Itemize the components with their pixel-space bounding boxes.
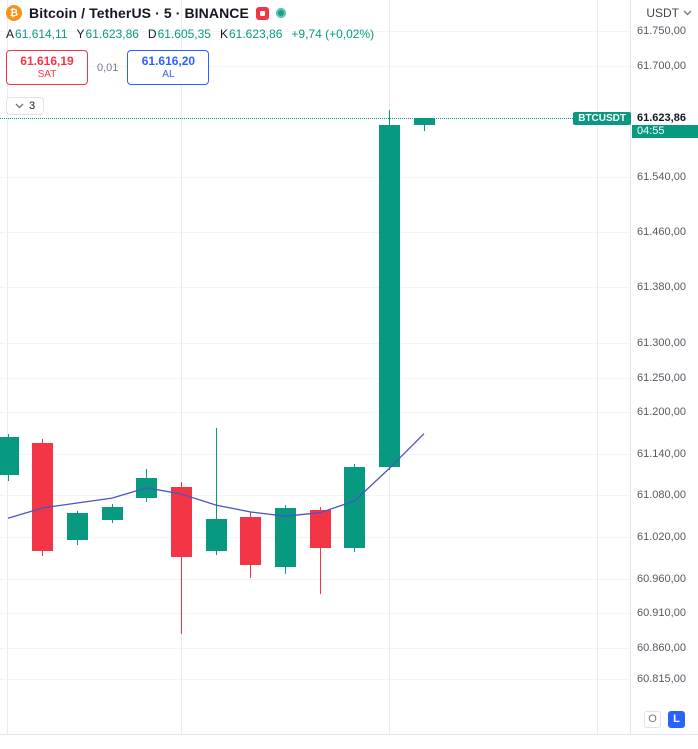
market-status-icon[interactable] <box>275 8 286 18</box>
horizontal-gridline <box>0 495 630 497</box>
horizontal-gridline <box>0 578 630 580</box>
close-value: K 61.623,86 <box>219 27 283 41</box>
candle-body <box>274 507 296 567</box>
change-value: +9,74 (+0,02%) <box>291 27 375 41</box>
spread-value: 0,01 <box>97 61 119 74</box>
open-value: A 61.614,11 <box>6 27 68 41</box>
candle-wick <box>215 428 217 555</box>
horizontal-gridline <box>0 65 630 67</box>
price-axis-label: 61.540,00 <box>637 170 686 183</box>
symbol-row: ₿ Bitcoin / TetherUS · 5 · BINANCE <box>6 5 374 21</box>
price-axis-label: 60.960,00 <box>637 572 686 585</box>
candle-body <box>101 507 123 521</box>
price-axis-label: 60.815,00 <box>637 673 686 685</box>
price-axis-label: 60.910,00 <box>637 607 686 620</box>
price-axis-label: 61.750,00 <box>637 25 686 37</box>
bitcoin-icon: ₿ <box>6 5 22 21</box>
buy-price: 61.616,20 <box>141 54 196 68</box>
low-value: D 61.605,35 <box>147 27 211 41</box>
horizontal-gridline <box>0 342 630 344</box>
currency-selector[interactable]: USDT <box>646 6 692 20</box>
buy-button[interactable]: 61.616,20 AL <box>127 50 210 85</box>
price-axis-label: 61.700,00 <box>637 59 686 72</box>
price-axis-label: 61.460,00 <box>637 226 686 238</box>
sell-label: SAT <box>37 69 57 80</box>
horizontal-gridline <box>0 453 630 455</box>
chart-canvas[interactable] <box>0 0 631 734</box>
chevron-down-icon <box>15 103 24 109</box>
candle-body <box>66 513 88 541</box>
candle-body <box>0 437 19 476</box>
price-axis-label: 61.380,00 <box>637 281 686 294</box>
price-axis-label: 61.080,00 <box>637 489 686 502</box>
time-axis[interactable] <box>0 734 698 749</box>
sell-button[interactable]: 61.616,19 SAT <box>6 50 88 85</box>
currency-label: USDT <box>646 6 679 20</box>
sell-price: 61.616,19 <box>20 54 74 68</box>
high-value: Y 61.623,86 <box>76 27 139 41</box>
candle-body <box>413 118 435 126</box>
price-axis-label: 61.140,00 <box>637 447 686 460</box>
candle-body <box>205 518 227 551</box>
candle-body <box>309 509 331 548</box>
object-tree-count: 3 <box>29 100 36 112</box>
auto-scale-button[interactable]: O <box>644 711 661 728</box>
horizontal-gridline <box>0 31 630 32</box>
price-axis-label: 60.860,00 <box>637 641 686 654</box>
current-price-symbol-tag: BTCUSDT <box>573 111 631 125</box>
object-tree-button[interactable]: 3 <box>6 97 45 115</box>
price-axis-label: 61.300,00 <box>637 336 686 349</box>
horizontal-gridline <box>0 613 630 615</box>
horizontal-gridline <box>0 176 630 178</box>
price-axis-label: 61.250,00 <box>637 371 686 384</box>
horizontal-gridline <box>0 287 630 289</box>
horizontal-gridline <box>0 647 630 649</box>
chevron-down-icon <box>683 10 692 16</box>
chart-legend: ₿ Bitcoin / TetherUS · 5 · BINANCE A 61.… <box>6 5 374 115</box>
exchange-badge-icon[interactable] <box>255 6 269 20</box>
symbol-title[interactable]: Bitcoin / TetherUS · 5 · BINANCE <box>29 5 249 21</box>
ma-line <box>7 433 425 519</box>
log-scale-button[interactable]: L <box>668 711 685 728</box>
horizontal-gridline <box>0 377 630 379</box>
price-axis-label: 61.200,00 <box>637 406 686 419</box>
candle-body <box>240 516 262 566</box>
candle-wick <box>180 481 182 634</box>
candle-body <box>170 487 192 558</box>
current-price-line <box>0 118 630 120</box>
vertical-gridline <box>181 0 182 734</box>
ohlc-row: A 61.614,11 Y 61.623,86 D 61.605,35 K 61… <box>6 27 374 41</box>
price-axis[interactable]: 61.750,00 61.700,00 61.540,00 61.460,00 61.3… <box>632 0 698 734</box>
candle-body <box>344 467 366 549</box>
candle-body <box>32 443 54 551</box>
candle-body <box>378 125 400 467</box>
price-axis-label: 61.020,00 <box>637 531 686 543</box>
horizontal-gridline <box>0 679 630 680</box>
bar-countdown-label: 04:55 <box>632 124 698 138</box>
buy-label: AL <box>162 69 175 80</box>
horizontal-gridline <box>0 232 630 233</box>
vertical-gridline <box>7 0 8 734</box>
object-tree-row: 3 <box>6 96 374 115</box>
vertical-gridline <box>597 0 598 734</box>
current-price-label: 61.623,86 <box>632 111 698 125</box>
horizontal-gridline <box>0 412 630 414</box>
candle-wick <box>319 506 321 594</box>
trade-buttons-row: 61.616,19 SAT 0,01 61.616,20 AL <box>6 50 374 85</box>
